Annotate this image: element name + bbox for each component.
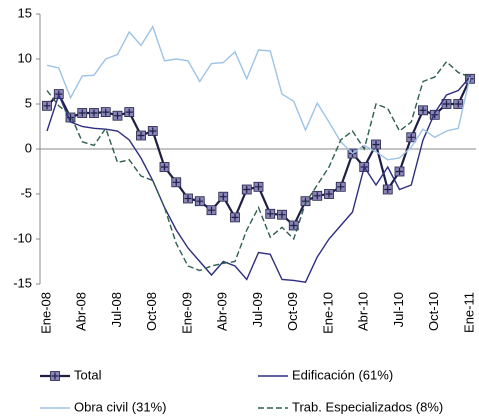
marker-plus [102, 108, 110, 116]
marker-plus [278, 211, 286, 219]
marker [453, 99, 464, 109]
marker-plus [90, 109, 98, 117]
series-line [46, 60, 471, 272]
marker [241, 184, 252, 195]
y-tick-label: 5 [25, 95, 32, 110]
marker-plus [255, 183, 262, 191]
x-tick-label: Abr-10 [356, 292, 371, 331]
marker [324, 189, 334, 199]
marker [253, 181, 264, 192]
legend-label: Obra civil (31%) [74, 399, 166, 414]
marker-plus [114, 112, 121, 120]
y-tick-label: 0 [25, 140, 32, 155]
marker-plus [337, 183, 345, 191]
marker-plus [161, 163, 168, 171]
marker-plus [125, 108, 133, 116]
x-tick-label: Ene-09 [179, 292, 194, 334]
x-tick-label: Jul-10 [391, 292, 406, 327]
marker [112, 110, 123, 121]
marker-plus [219, 193, 227, 201]
x-tick-label: Ene-08 [38, 292, 53, 334]
marker-plus [78, 109, 86, 117]
marker-plus [149, 127, 157, 135]
marker-plus [196, 197, 204, 205]
marker [429, 109, 440, 120]
marker [183, 193, 193, 204]
marker-plus [407, 133, 415, 141]
y-tick-label: -10 [13, 230, 32, 245]
marker-plus [454, 100, 462, 108]
marker [277, 209, 287, 220]
legend-label: Trab. Especializados (8%) [292, 399, 443, 414]
marker [100, 107, 111, 117]
y-tick-label: -15 [13, 275, 32, 290]
marker-plus [172, 178, 180, 186]
y-tick-label: 15 [18, 5, 32, 20]
x-tick-label: Oct-08 [144, 292, 159, 331]
marker [418, 105, 428, 116]
marker [406, 132, 417, 143]
marker-plus [290, 222, 298, 229]
marker [371, 139, 381, 150]
x-tick-label: Jul-08 [109, 292, 124, 327]
marker-plus [208, 206, 215, 214]
x-tick-label: Jul-09 [250, 292, 265, 327]
marker [335, 181, 346, 192]
x-tick-label: Oct-09 [285, 292, 300, 331]
x-tick-label: Oct-10 [426, 292, 441, 331]
x-tick-label: Abr-08 [74, 292, 89, 331]
marker [42, 100, 52, 111]
marker [171, 177, 182, 188]
marker [288, 220, 299, 231]
marker [206, 205, 217, 216]
marker-plus [443, 100, 450, 108]
legend-label: Edificación (61%) [292, 367, 393, 382]
marker-plus [419, 106, 427, 114]
marker-plus [396, 168, 403, 175]
marker [218, 191, 229, 202]
marker-plus [372, 141, 380, 148]
y-tick-label: -5 [20, 185, 32, 200]
marker-plus [384, 186, 392, 193]
marker-plus [231, 213, 239, 221]
marker-plus [313, 192, 321, 200]
marker-plus [184, 195, 192, 202]
marker [194, 196, 205, 207]
x-tick-label: Abr-09 [215, 292, 230, 331]
marker [77, 108, 88, 118]
legend-label: Total [74, 367, 102, 382]
marker-plus [325, 190, 333, 198]
legend-marker-plus [51, 372, 59, 380]
marker-plus [43, 102, 51, 110]
x-tick-label: Ene-11 [461, 292, 476, 333]
marker [147, 126, 158, 136]
marker-plus [266, 210, 274, 218]
marker [159, 162, 170, 172]
series-line [46, 76, 471, 283]
marker [312, 190, 323, 201]
marker [89, 108, 99, 118]
marker-plus [243, 186, 251, 193]
x-tick-label: Ene-10 [320, 292, 335, 334]
marker [382, 184, 393, 195]
marker [124, 107, 135, 117]
marker-plus [137, 132, 145, 139]
marker [136, 130, 146, 141]
series-line [46, 24, 471, 161]
y-tick-label: 10 [18, 50, 32, 65]
marker [441, 99, 452, 109]
marker [230, 212, 240, 223]
marker [265, 208, 276, 219]
marker [394, 166, 405, 177]
